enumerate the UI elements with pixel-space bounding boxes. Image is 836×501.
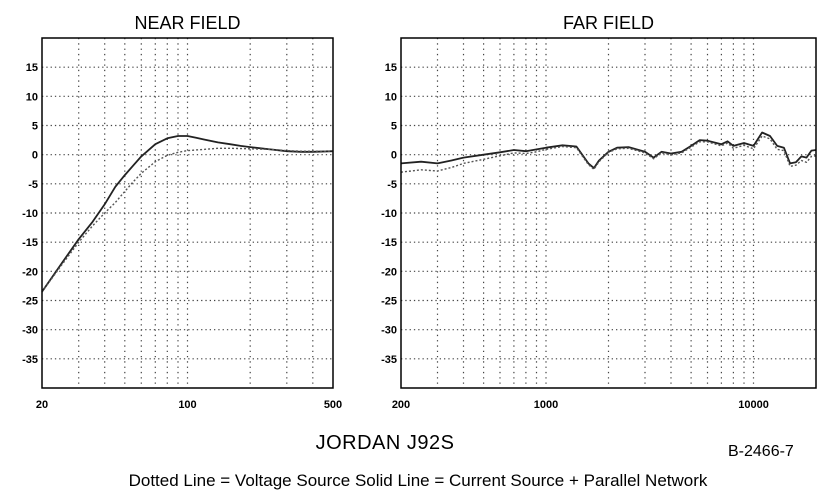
legend-caption: Dotted Line = Voltage Source Solid Line … (128, 471, 708, 490)
near-x-tick-label: 100 (178, 399, 196, 411)
far-y-tick-label: -20 (381, 266, 397, 278)
far-x-tick-label: 10000 (738, 399, 769, 411)
near-y-tick-label: 5 (32, 121, 38, 133)
far-y-tick-label: 0 (391, 150, 397, 162)
near-y-tick-label: -5 (28, 179, 38, 191)
far-title: FAR FIELD (563, 13, 654, 33)
near-field-chart: NEAR FIELD 15 10 5 0 -5 -10 -15 -20 -25 -30 -35 20 10… (22, 13, 342, 411)
near-y-tick-label: -20 (22, 266, 38, 278)
far-y-tick-label: -15 (381, 237, 397, 249)
near-y-tick-label: -25 (22, 296, 38, 308)
far-y-tick-label: -30 (381, 325, 397, 337)
far-x-tick-label: 1000 (534, 399, 558, 411)
far-field-chart: FAR FIELD 15 10 5 0 -5 -10 -15 -20 -25 -30 -35 200 10… (381, 13, 817, 411)
far-solid-line (400, 131, 817, 169)
near-y-tick-label: 10 (26, 91, 38, 103)
far-y-tick-label: 15 (385, 62, 397, 74)
near-title: NEAR FIELD (134, 13, 240, 33)
near-y-tick-label: -30 (22, 325, 38, 337)
far-dotted-line (400, 135, 817, 173)
far-y-tick-label: -25 (381, 296, 397, 308)
far-y-tick-label: -10 (381, 208, 397, 220)
near-x-tick-label: 500 (324, 399, 342, 411)
far-y-tick-label: -5 (387, 179, 397, 191)
model-label: JORDAN J92S (315, 432, 455, 454)
figure-code: B-2466-7 (728, 443, 794, 460)
far-frame (400, 37, 817, 389)
near-y-tick-label: -35 (22, 354, 38, 366)
near-y-tick-label: -15 (22, 237, 38, 249)
near-y-tick-label: -10 (22, 208, 38, 220)
near-y-tick-label: 0 (32, 150, 38, 162)
far-y-tick-label: 10 (385, 91, 397, 103)
near-x-tick-label: 20 (36, 399, 48, 411)
near-dotted-line (41, 147, 333, 293)
far-x-tick-label: 200 (392, 399, 410, 411)
far-y-tick-label: 5 (391, 121, 397, 133)
near-y-tick-label: 15 (26, 62, 38, 74)
near-frame (41, 37, 334, 389)
far-y-tick-label: -35 (381, 354, 397, 366)
